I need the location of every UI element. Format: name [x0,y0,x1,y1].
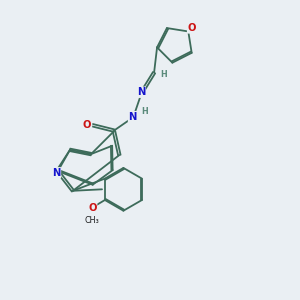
Text: N: N [128,112,137,122]
Text: H: H [141,107,148,116]
Text: O: O [88,203,97,213]
Text: N: N [137,87,145,97]
Text: N: N [52,168,61,178]
Text: O: O [188,23,196,33]
Text: H: H [160,70,167,79]
Text: O: O [83,120,92,130]
Text: CH₃: CH₃ [84,216,99,225]
